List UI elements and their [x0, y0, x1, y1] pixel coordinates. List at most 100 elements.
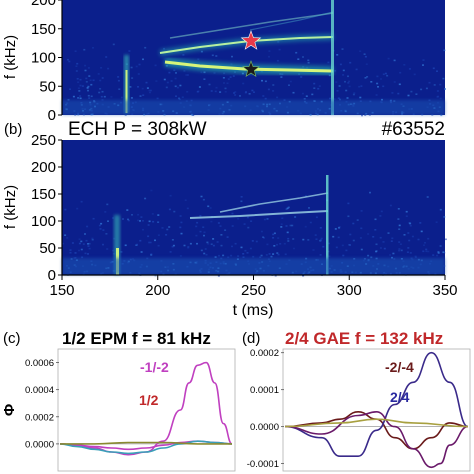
- noise-speck: [381, 98, 383, 101]
- noise-speck: [360, 227, 363, 230]
- panel-a-y-ticks: 0 50 100 150 200: [31, 0, 62, 124]
- noise-speck: [398, 228, 401, 230]
- noise-speck: [261, 79, 263, 82]
- noise-speck: [272, 84, 275, 86]
- noise-speck: [146, 87, 149, 89]
- noise-speck: [97, 73, 100, 75]
- noise-speck: [197, 90, 200, 93]
- noise-speck: [345, 89, 348, 92]
- noise-speck: [86, 87, 89, 89]
- noise-speck: [301, 92, 304, 95]
- noise-speck: [359, 50, 362, 52]
- noise-speck: [352, 222, 355, 225]
- noise-speck: [320, 237, 323, 240]
- noise-speck: [380, 210, 383, 213]
- noise-speck: [268, 55, 270, 58]
- noise-speck: [78, 242, 81, 245]
- noise-speck: [137, 86, 139, 88]
- noise-speck: [90, 95, 93, 98]
- noise-speck: [386, 74, 389, 77]
- noise-speck: [112, 43, 115, 46]
- noise-speck: [181, 96, 184, 98]
- noise-speck: [137, 73, 140, 75]
- series-line-3: [284, 418, 469, 428]
- noise-speck: [231, 212, 234, 215]
- y-tick-label: 200: [31, 159, 56, 176]
- noise-speck: [291, 224, 294, 227]
- noise-speck: [314, 234, 317, 236]
- noise-speck: [341, 244, 344, 247]
- noise-speck: [403, 64, 406, 66]
- black-star-marker: [242, 60, 260, 78]
- noise-speck: [196, 90, 199, 93]
- noise-speck: [87, 245, 90, 247]
- noise-speck: [75, 70, 78, 72]
- noise-speck: [312, 249, 315, 251]
- noise-speck: [265, 254, 268, 256]
- noise-speck: [183, 70, 186, 72]
- noise-speck: [229, 76, 232, 78]
- panel-a-mode-81khz: [164, 60, 334, 73]
- noise-speck: [222, 254, 225, 257]
- noise-speck: [83, 48, 86, 51]
- noise-speck: [417, 238, 420, 241]
- noise-speck: [150, 189, 153, 192]
- noise-speck: [168, 226, 171, 228]
- noise-speck: [364, 55, 367, 58]
- noise-speck: [196, 242, 198, 245]
- noise-speck: [92, 79, 95, 82]
- noise-speck: [76, 207, 79, 210]
- noise-speck: [105, 56, 108, 58]
- noise-speck: [432, 254, 435, 256]
- red-star-marker: [240, 30, 262, 50]
- noise-speck: [91, 238, 94, 241]
- noise-speck: [307, 239, 310, 241]
- noise-speck: [211, 54, 214, 57]
- noise-speck: [437, 251, 440, 253]
- noise-speck: [273, 232, 276, 235]
- noise-speck: [302, 238, 305, 241]
- noise-speck: [244, 249, 247, 252]
- y-tick-label: 100: [31, 213, 56, 230]
- noise-speck: [336, 90, 339, 92]
- noise-speck: [382, 85, 385, 88]
- noise-speck: [186, 207, 189, 210]
- noise-speck: [352, 239, 355, 242]
- noise-speck: [202, 198, 205, 201]
- noise-speck: [99, 88, 102, 90]
- noise-speck: [171, 239, 174, 241]
- x-tick-label: 350: [432, 282, 457, 299]
- noise-speck: [287, 237, 290, 240]
- noise-speck: [349, 233, 352, 236]
- noise-speck: [335, 246, 338, 249]
- noise-speck: [375, 94, 378, 96]
- noise-speck: [387, 57, 390, 60]
- noise-speck: [87, 67, 90, 69]
- noise-speck: [87, 89, 89, 92]
- noise-speck: [307, 59, 310, 62]
- noise-speck: [272, 237, 275, 239]
- noise-speck: [302, 56, 304, 58]
- noise-speck: [428, 81, 431, 84]
- noise-speck: [400, 249, 403, 252]
- noise-speck: [377, 86, 379, 88]
- noise-speck: [359, 237, 362, 239]
- series-line-2: [284, 410, 469, 469]
- noise-speck: [87, 94, 90, 97]
- noise-speck: [335, 81, 338, 83]
- noise-speck: [280, 223, 283, 225]
- panel-b-title: ECH P = 308kW: [68, 119, 207, 140]
- noise-speck: [178, 97, 180, 100]
- noise-speck: [287, 206, 290, 209]
- noise-speck: [334, 70, 337, 72]
- noise-speck: [304, 225, 307, 228]
- noise-speck: [151, 213, 154, 215]
- noise-speck: [300, 76, 303, 78]
- noise-speck: [222, 77, 225, 79]
- noise-speck: [102, 229, 105, 231]
- noise-speck: [391, 237, 394, 240]
- noise-speck: [266, 243, 269, 246]
- noise-speck: [243, 223, 246, 225]
- noise-speck: [131, 214, 133, 216]
